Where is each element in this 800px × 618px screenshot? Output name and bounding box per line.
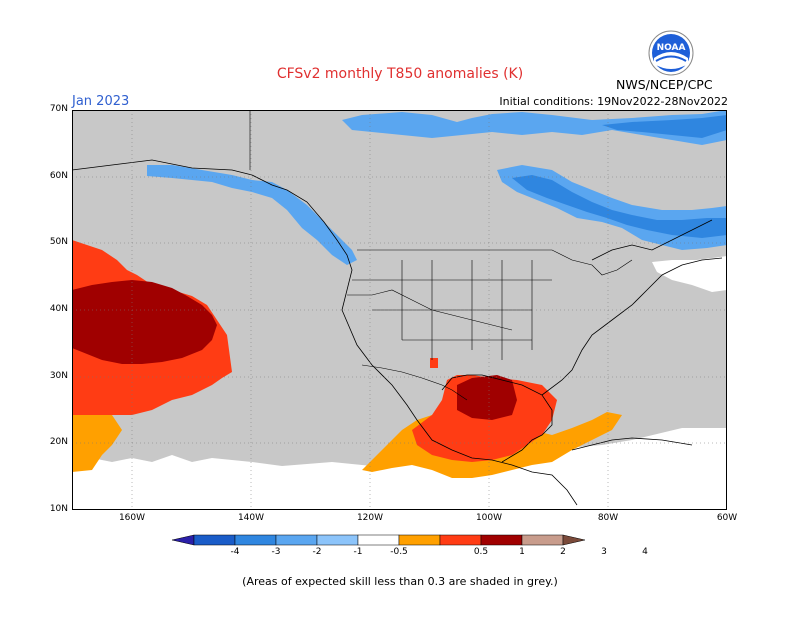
- colorbar-label: 4: [642, 547, 648, 557]
- colorbar-label: -4: [230, 547, 240, 557]
- colorbar-swatch: [398, 534, 441, 546]
- colorbar-swatch: [439, 534, 482, 546]
- colorbar-label: 2: [560, 547, 566, 557]
- colorbar-label: 3: [601, 547, 607, 557]
- colorbar-swatch: [480, 534, 523, 546]
- colorbar-label: -0.5: [390, 547, 408, 557]
- no-shade-region-atlantic: [652, 256, 727, 292]
- coastlines: [72, 159, 723, 506]
- lon-label: 100W: [475, 513, 503, 523]
- colorbar-arrow-low: [172, 534, 195, 546]
- lat-label: 70N: [49, 104, 68, 114]
- lat-label: 60N: [49, 171, 68, 181]
- colorbar-label: -2: [312, 547, 322, 557]
- lon-label: 140W: [237, 513, 265, 523]
- negative-anomaly-arctic: [342, 110, 727, 145]
- colorbar-swatch: [275, 534, 318, 546]
- colorbar: [172, 534, 586, 546]
- anomaly-map: [72, 110, 727, 510]
- lon-label: 120W: [356, 513, 384, 523]
- colorbar-label: -3: [271, 547, 281, 557]
- negative-anomaly-canada: [602, 115, 727, 138]
- colorbar-label: -1: [353, 547, 363, 557]
- lat-label: 10N: [49, 504, 68, 514]
- negative-anomaly-alaska: [147, 165, 357, 265]
- colorbar-swatch: [357, 534, 400, 546]
- skill-footnote: (Areas of expected skill less than 0.3 a…: [242, 575, 558, 588]
- colorbar-label: 0.5: [473, 547, 489, 557]
- colorbar-swatch: [193, 534, 236, 546]
- colorbar-arrow-high: [562, 534, 586, 546]
- agency-label: NWS/NCEP/CPC: [616, 77, 713, 92]
- lon-label: 80W: [597, 513, 619, 523]
- warm-anomaly-gulf-core: [457, 375, 517, 420]
- initial-conditions: Initial conditions: 19Nov2022-28Nov2022: [499, 95, 728, 108]
- colorbar-swatch: [521, 534, 564, 546]
- colorbar-swatch: [234, 534, 277, 546]
- logo-text: NOAA: [657, 43, 686, 53]
- colorbar-swatch: [316, 534, 359, 546]
- map-frame: [72, 110, 727, 510]
- chart-title: CFSv2 monthly T850 anomalies (K): [276, 66, 524, 82]
- lat-label: 20N: [49, 437, 68, 447]
- warm-anomaly-pacific-south: [72, 415, 122, 472]
- lat-label: 40N: [49, 304, 68, 314]
- warm-anomaly-pacific-core: [72, 280, 217, 364]
- lat-label: 30N: [49, 371, 68, 381]
- forecast-month: Jan 2023: [72, 94, 130, 109]
- lon-label: 160W: [118, 513, 146, 523]
- lon-label: 60W: [716, 513, 738, 523]
- lat-label: 50N: [49, 237, 68, 247]
- colorbar-label: 1: [519, 547, 525, 557]
- negative-anomaly-hudson-core: [512, 175, 727, 238]
- warm-anomaly-gulf-small: [430, 358, 438, 368]
- lat-lon-grid: [72, 110, 727, 510]
- noaa-logo-icon: NOAA: [648, 30, 694, 76]
